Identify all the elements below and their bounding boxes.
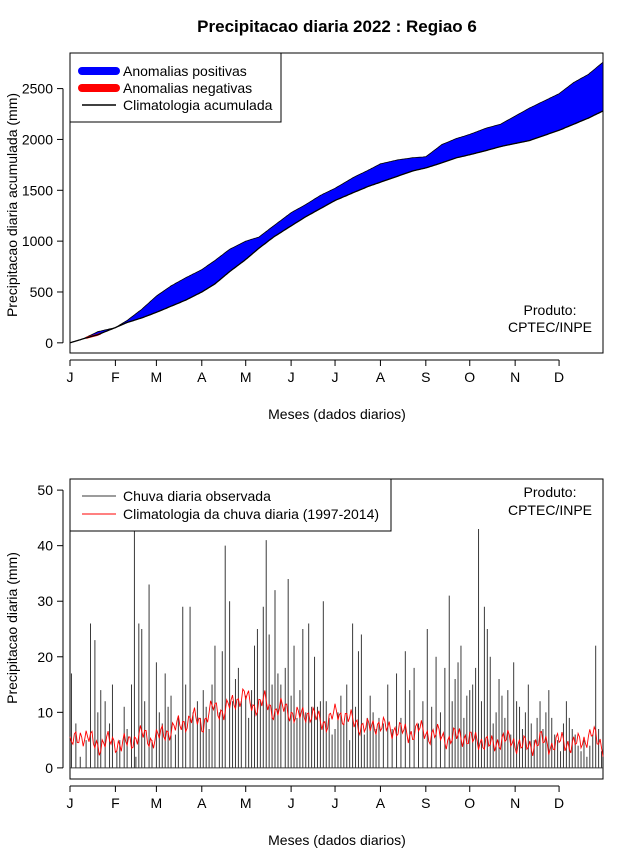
x-tick-label: J bbox=[288, 369, 295, 385]
y-tick-label: 500 bbox=[30, 284, 54, 300]
bottom-legend-box bbox=[69, 478, 392, 532]
y-tick-label: 20 bbox=[37, 649, 53, 665]
y-tick-label: 2500 bbox=[22, 81, 53, 97]
legend-positive-label: Anomalias positivas bbox=[123, 63, 247, 79]
x-tick-label: J bbox=[332, 795, 339, 811]
top-annotation-line2: CPTEC/INPE bbox=[508, 319, 592, 335]
x-tick-label: M bbox=[240, 369, 252, 385]
x-tick-label: J bbox=[67, 795, 74, 811]
cumulative-chart: J F M A M J J A S O N D 0 500 1000 1500 2000 2500 Precipi… bbox=[4, 52, 604, 422]
x-tick-label: A bbox=[376, 795, 386, 811]
top-axes: J F M A M J J A S O N D 0 500 1000 1500 2000 2500 bbox=[22, 81, 564, 385]
y-tick-label: 50 bbox=[37, 482, 53, 498]
x-tick-label: F bbox=[111, 795, 120, 811]
legend-observed-label: Chuva diaria observada bbox=[123, 488, 271, 504]
bottom-annotation-line1: Produto: bbox=[524, 484, 577, 500]
x-tick-label: F bbox=[111, 369, 120, 385]
y-tick-label: 1500 bbox=[22, 182, 53, 198]
top-series bbox=[69, 61, 604, 344]
x-tick-label: N bbox=[510, 795, 520, 811]
top-plot-frame bbox=[69, 52, 604, 354]
x-tick-label: J bbox=[67, 369, 74, 385]
x-tick-label: S bbox=[421, 795, 430, 811]
y-tick-label: 10 bbox=[37, 704, 53, 720]
x-tick-label: M bbox=[151, 369, 163, 385]
x-tick-label: O bbox=[464, 795, 475, 811]
x-tick-label: J bbox=[288, 795, 295, 811]
bottom-annotation-line2: CPTEC/INPE bbox=[508, 502, 592, 518]
y-tick-label: 0 bbox=[45, 760, 53, 776]
bottom-legend: Chuva diaria observada Climatologia da c… bbox=[69, 478, 392, 532]
top-y-axis-label: Precipitacao diaria acumulada (mm) bbox=[4, 93, 20, 317]
x-tick-label: S bbox=[421, 369, 430, 385]
top-x-axis-label: Meses (dados diarios) bbox=[268, 406, 406, 422]
top-legend: Anomalias positivas Anomalias negativas … bbox=[69, 52, 282, 123]
x-tick-label: D bbox=[554, 369, 564, 385]
legend-climatology-label: Climatologia acumulada bbox=[123, 97, 273, 113]
x-tick-label: J bbox=[332, 369, 339, 385]
daily-chart: J F M A M J J A S O N D 0 10 20 30 40 50 Precipitacao dia… bbox=[4, 478, 604, 848]
top-annotation-line1: Produto: bbox=[524, 302, 577, 318]
y-tick-label: 1000 bbox=[22, 233, 53, 249]
bottom-x-axis-label: Meses (dados diarios) bbox=[268, 832, 406, 848]
x-tick-label: N bbox=[510, 369, 520, 385]
y-tick-label: 40 bbox=[37, 538, 53, 554]
chart-title: Precipitacao diaria 2022 : Regiao 6 bbox=[197, 17, 477, 36]
daily-climatology-line bbox=[69, 687, 604, 757]
bottom-axes: J F M A M J J A S O N D 0 10 20 30 40 50 bbox=[37, 482, 564, 811]
x-tick-label: A bbox=[197, 369, 207, 385]
x-tick-label: M bbox=[240, 795, 252, 811]
x-tick-label: D bbox=[554, 795, 564, 811]
y-tick-label: 30 bbox=[37, 593, 53, 609]
y-tick-label: 2000 bbox=[22, 131, 53, 147]
bottom-series bbox=[69, 512, 604, 769]
y-tick-label: 0 bbox=[45, 335, 53, 351]
x-tick-label: O bbox=[464, 369, 475, 385]
x-tick-label: A bbox=[197, 795, 207, 811]
x-tick-label: A bbox=[376, 369, 386, 385]
climatology-cumulative-line bbox=[69, 110, 604, 344]
legend-negative-label: Anomalias negativas bbox=[123, 80, 252, 96]
x-tick-label: M bbox=[151, 795, 163, 811]
bottom-y-axis-label: Precipitacao diaria (mm) bbox=[4, 552, 20, 704]
legend-daily-climatology-label: Climatologia da chuva diaria (1997-2014) bbox=[123, 506, 379, 522]
